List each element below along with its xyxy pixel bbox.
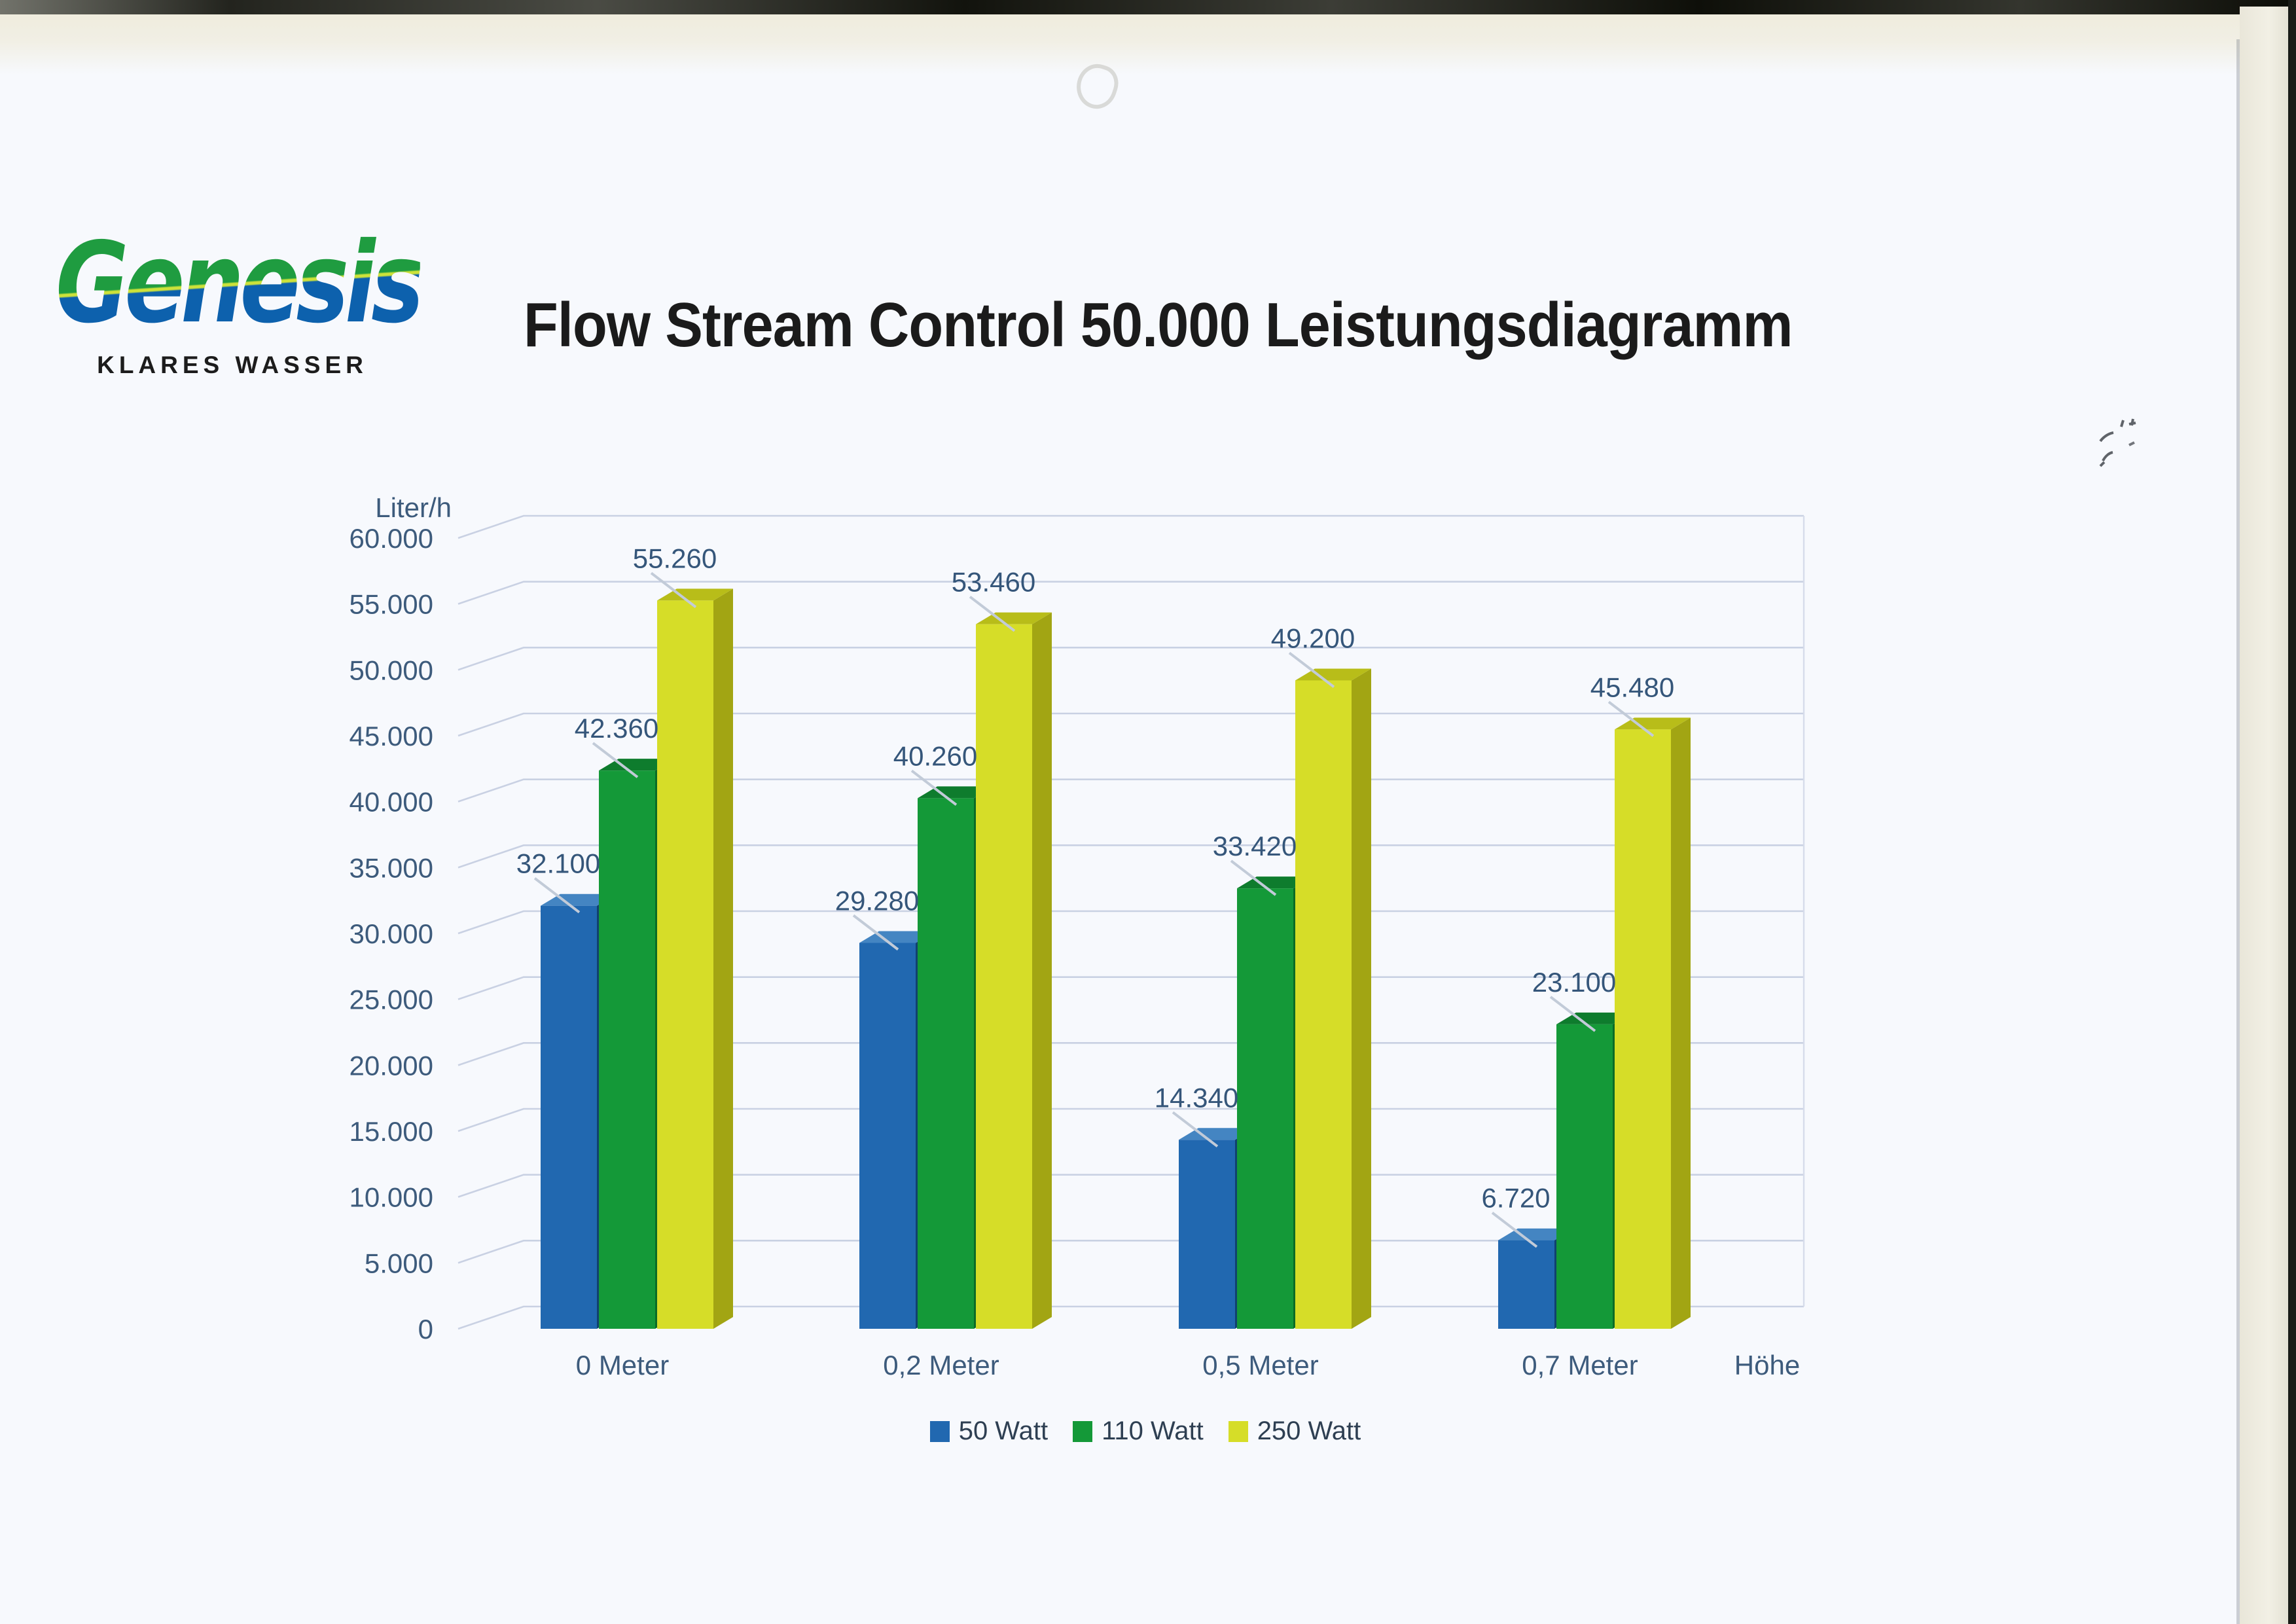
gridline [457,514,1804,539]
gridline [457,778,1804,803]
x-axis-label: 0,5 Meter [1202,1350,1318,1380]
bar-side [1671,717,1691,1329]
bar [1498,1240,1554,1329]
logo-wordmark: Genesis [56,219,424,348]
bar [1237,888,1293,1329]
bar [657,600,713,1329]
bar [1615,729,1671,1329]
data-label-leader [852,914,899,951]
bar [541,905,597,1329]
data-label: 55.260 [633,543,717,573]
data-label: 45.480 [1590,672,1674,702]
data-label: 53.460 [952,567,1035,598]
gridline [457,844,1804,869]
legend-swatch [1073,1420,1093,1442]
data-label-leader [592,742,639,778]
logo-tagline: KLARES WASSER [97,352,368,378]
data-label-leader [533,877,581,914]
bar [599,770,655,1329]
legend-item: 250 Watt [1228,1416,1361,1446]
data-label-leader [650,571,697,609]
gridline [457,1240,1804,1264]
data-label-leader [969,596,1016,632]
paper-right-band [2240,7,2288,1624]
data-label: 40.260 [893,740,977,771]
data-label: 42.360 [575,713,658,744]
data-label: 49.200 [1271,623,1355,653]
legend-item: 110 Watt [1073,1416,1204,1446]
y-axis-tick: 35.000 [350,852,433,883]
gridline [457,976,1804,1000]
data-label-leader [1172,1111,1219,1147]
data-label: 32.100 [516,848,600,879]
legend-label: 110 Watt [1102,1416,1204,1445]
gridline [457,647,1804,671]
legend-item: 50 Watt [929,1416,1049,1446]
y-axis-tick: 60.000 [350,523,433,554]
legend-swatch [929,1420,950,1442]
scanner-top-edge [0,0,2296,14]
data-label: 29.280 [835,885,919,916]
y-axis-tick: 55.000 [350,589,433,620]
data-label-leader [1491,1212,1538,1248]
bar-side [1352,668,1371,1329]
data-label-leader [1288,651,1335,689]
gridline [457,1305,1804,1330]
data-label-leader [1230,859,1277,896]
y-axis-tick: 50.000 [350,655,433,685]
gridline [457,581,1804,605]
bar [859,943,916,1329]
y-axis-tick: 0 [418,1314,433,1344]
gridline [457,910,1804,935]
y-axis-tick: 15.000 [350,1116,433,1147]
x-axis-label: 0 Meter [576,1350,669,1380]
data-label-leader [1549,996,1596,1032]
gridline [457,1174,1804,1198]
y-axis-tick: 30.000 [350,918,433,949]
chart-legend: 50 Watt 110 Watt 250 Watt [785,1416,1505,1446]
legend-label: 250 Watt [1257,1416,1361,1445]
data-label: 14.340 [1155,1082,1238,1113]
paper-top-band [0,14,2296,75]
paper-right-shadow [2236,39,2240,1624]
chart-title: Flow Stream Control 50.000 Leistungsdiag… [524,290,1793,360]
gridline [457,1042,1804,1066]
y-axis-tick: 5.000 [365,1248,433,1278]
legend-label: 50 Watt [958,1416,1049,1445]
legend-swatch [1228,1420,1248,1442]
gridline [457,1108,1804,1132]
bar [1556,1024,1613,1329]
y-axis-tick: 10.000 [350,1182,433,1213]
y-axis-tick: 20.000 [350,1050,433,1081]
scanner-right-edge [2288,0,2296,1624]
data-label: 6.720 [1481,1183,1550,1214]
data-label: 23.100 [1532,967,1616,998]
bar [1295,680,1352,1329]
data-label-leader [1607,700,1655,737]
data-label: 33.420 [1213,831,1297,861]
bar [918,798,974,1329]
y-axis-tick: 25.000 [350,984,433,1015]
x-axis-label: 0,7 Meter [1522,1350,1638,1380]
gridline [457,712,1804,737]
y-axis-title: Liter/h [375,492,452,523]
bar-side [1032,612,1052,1329]
bar [976,624,1032,1329]
bar-side [713,588,733,1329]
y-axis-tick: 45.000 [350,721,433,751]
data-label-leader [910,769,958,806]
bar [1179,1140,1235,1329]
y-axis-tick: 40.000 [350,787,433,818]
scan-artifact-pen-marks [2099,418,2136,467]
x-axis-label: 0,2 Meter [883,1350,999,1380]
x-axis-title: Höhe [1734,1350,1800,1380]
